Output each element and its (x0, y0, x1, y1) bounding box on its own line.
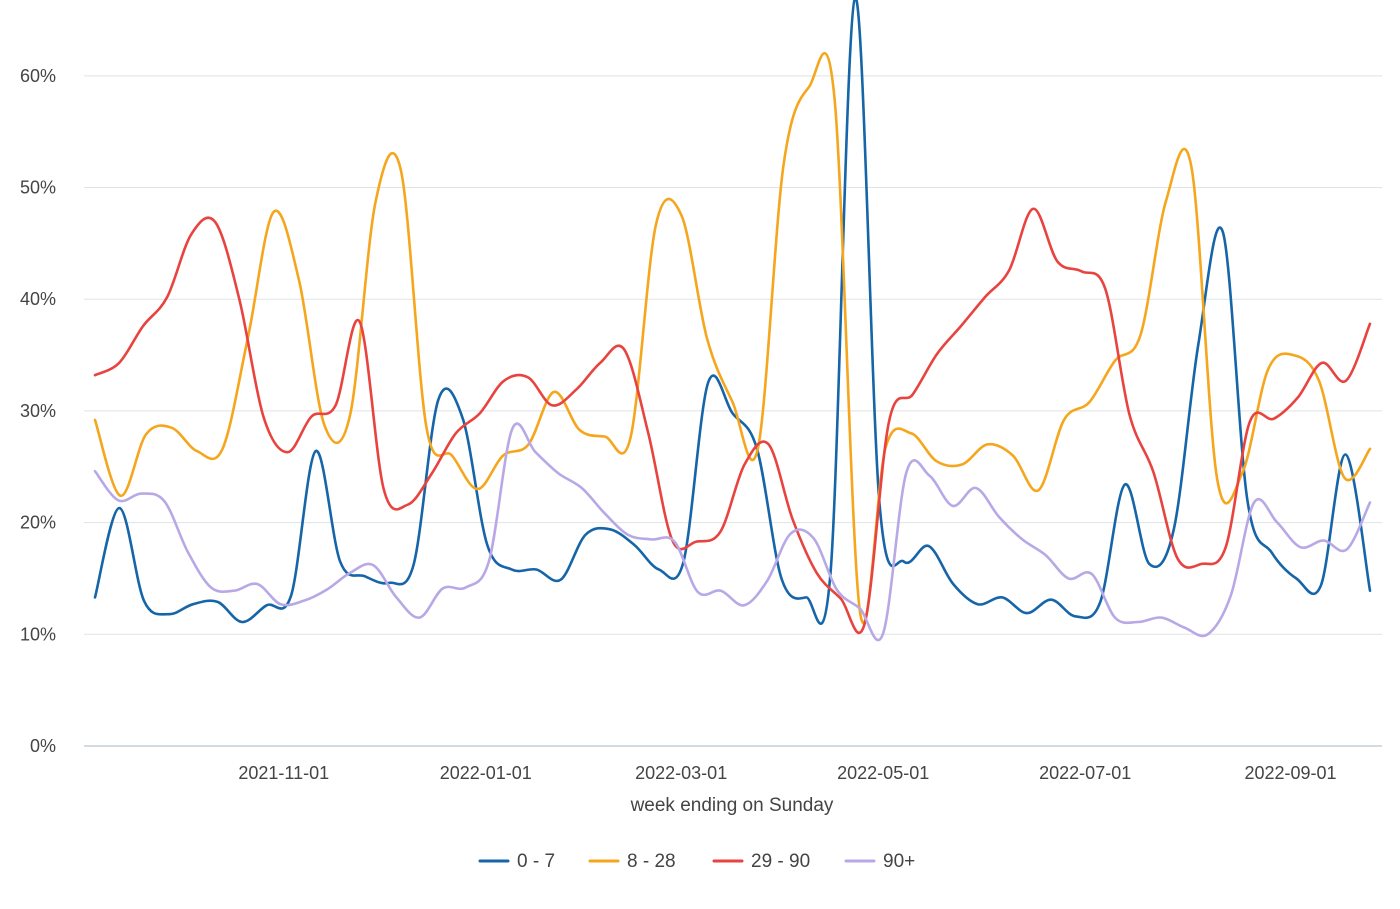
legend-label: 0 - 7 (517, 851, 555, 872)
y-tick-label: 60% (20, 66, 56, 86)
legend-item: 8 - 28 (588, 851, 676, 872)
y-axis-tick-labels: 0% 10% 20% 30% 40% 50% 60% (20, 66, 56, 756)
y-tick-label: 20% (20, 513, 56, 533)
y-tick-label: 10% (20, 624, 56, 644)
x-axis-tick-labels: 2021-11-01 2022-01-01 2022-03-01 2022-05-01… (238, 763, 1336, 783)
legend: 0 - 7 8 - 28 29 - 90 90+ (478, 851, 915, 872)
legend-label: 29 - 90 (751, 851, 810, 872)
series-line-8-28 (93, 51, 1372, 625)
y-tick-label: 30% (20, 401, 56, 421)
x-tick-label: 2022-01-01 (440, 763, 532, 783)
x-tick-label: 2022-05-01 (837, 763, 929, 783)
gridlines (84, 75, 1382, 747)
series-line-0-7 (93, 0, 1372, 625)
series-lines (93, 0, 1372, 642)
x-axis-title: week ending on Sunday (630, 795, 834, 816)
y-tick-label: 0% (30, 736, 56, 756)
y-tick-label: 40% (20, 289, 56, 309)
x-tick-label: 2021-11-01 (238, 763, 329, 783)
legend-label: 90+ (883, 851, 915, 872)
series-line-29-90 (93, 207, 1372, 634)
series-line-90 (93, 422, 1372, 642)
x-tick-label: 2022-09-01 (1244, 763, 1336, 783)
y-tick-label: 50% (20, 178, 56, 198)
legend-item: 0 - 7 (478, 851, 555, 872)
legend-item: 90+ (844, 851, 915, 872)
legend-item: 29 - 90 (712, 851, 810, 872)
x-tick-label: 2022-03-01 (635, 763, 727, 783)
legend-label: 8 - 28 (627, 851, 676, 872)
x-tick-label: 2022-07-01 (1039, 763, 1131, 783)
